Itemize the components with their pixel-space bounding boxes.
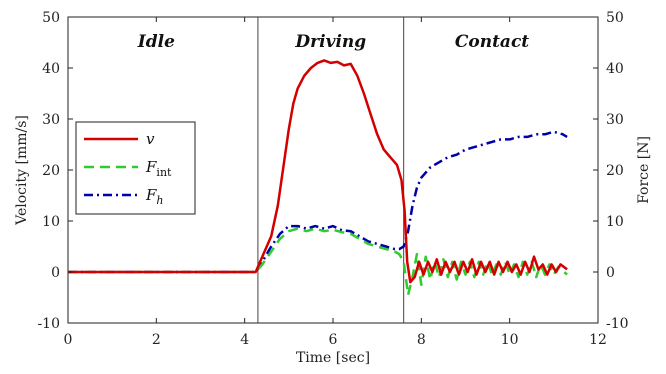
x-tick-label: 10	[501, 332, 519, 348]
series-line-f-h	[68, 130, 568, 274]
y-axis-title-left: Velocity [mm/s]	[14, 115, 30, 226]
phase-label-driving: Driving	[294, 32, 366, 52]
y-tick-label-right: 40	[606, 61, 624, 77]
series-layer	[68, 59, 568, 297]
y-tick-label-left: -10	[37, 316, 60, 332]
y-tick-label-right: -10	[606, 316, 629, 332]
x-tick-label: 0	[64, 332, 73, 348]
phase-label-idle: Idle	[137, 32, 175, 52]
y-tick-label-left: 40	[42, 61, 60, 77]
y-tick-label-right: 0	[606, 265, 615, 281]
legend-label-f-h: Fh	[145, 186, 164, 207]
labels-layer: Time [sec] Velocity [mm/s] Force [N] Idl…	[14, 32, 652, 366]
x-tick-label: 2	[152, 332, 161, 348]
phase-dividers	[257, 17, 405, 323]
y-tick-label-left: 30	[42, 112, 60, 128]
legend-label-f-int: Fint	[145, 158, 172, 179]
phase-label-contact: Contact	[455, 32, 529, 52]
x-tick-label: 8	[417, 332, 426, 348]
y-tick-label-right: 20	[606, 163, 624, 179]
y-tick-label-right: 50	[606, 10, 624, 26]
y-tick-label-right: 30	[606, 112, 624, 128]
x-tick-label: 6	[329, 332, 338, 348]
y-tick-label-left: 0	[51, 265, 60, 281]
x-tick-label: 4	[240, 332, 249, 348]
legend-label-v: v	[146, 130, 155, 148]
series-line-v	[68, 59, 568, 284]
y-tick-label-left: 10	[42, 214, 60, 230]
legend: v Fint Fh	[75, 121, 196, 215]
x-tick-label: 12	[589, 332, 607, 348]
y-tick-label-left: 20	[42, 163, 60, 179]
y-tick-label-right: 10	[606, 214, 624, 230]
y-axis-title-right: Force [N]	[636, 136, 652, 204]
y-tick-label-left: 50	[42, 10, 60, 26]
x-axis-title: Time [sec]	[296, 350, 370, 366]
